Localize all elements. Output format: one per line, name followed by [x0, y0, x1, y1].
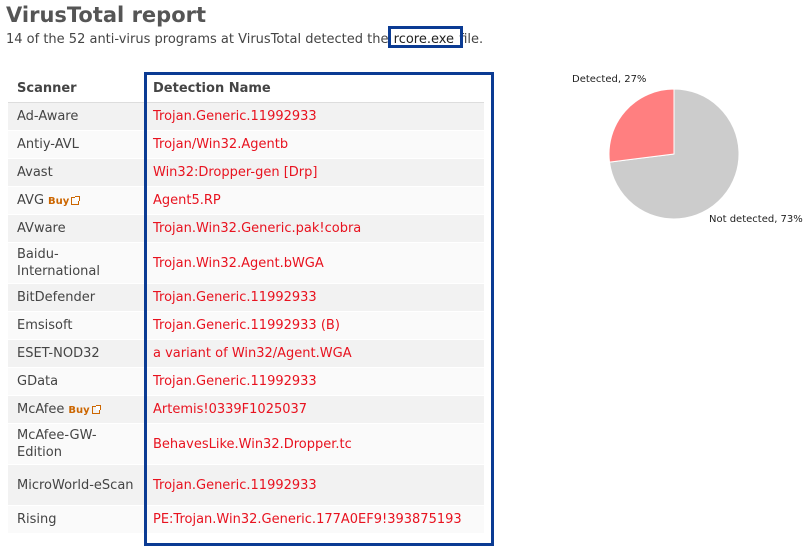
detection-cell: Trojan.Generic.11992933 (B) [144, 311, 484, 340]
external-link-icon[interactable] [91, 405, 101, 414]
detection-cell: Trojan.Win32.Agent.bWGA [144, 242, 484, 284]
file-name: rcore.exe [393, 32, 455, 47]
scanner-cell: Emsisoft [8, 311, 144, 340]
table-row: Baidu-International Trojan.Win32.Agent.b… [8, 242, 484, 284]
scanner-cell: ESET-NOD32 [8, 339, 144, 368]
detection-cell: Trojan/Win32.Agentb [144, 130, 484, 159]
table-row: ESET-NOD32 a variant of Win32/Agent.WGA [8, 339, 484, 368]
detection-cell: Artemis!0339F1025037 [144, 395, 484, 424]
table-row: McAfee Buy Artemis!0339F1025037 [8, 395, 484, 424]
table-row: Ad-Aware Trojan.Generic.11992933 [8, 102, 484, 131]
buy-link-avg[interactable]: Buy [48, 196, 70, 207]
summary-suffix: file. [455, 32, 484, 47]
pie-chart-svg [608, 88, 740, 220]
table-row: Emsisoft Trojan.Generic.11992933 (B) [8, 311, 484, 340]
detection-cell: Trojan.Generic.11992933 [144, 464, 484, 506]
detection-cell: Trojan.Win32.Generic.pak!cobra [144, 214, 484, 243]
scanner-cell: MicroWorld-eScan [8, 464, 144, 506]
scanner-cell: Antiy-AVL [8, 130, 144, 159]
table-header-row: Scanner Detection Name [8, 74, 484, 103]
detection-cell: BehavesLike.Win32.Dropper.tc [144, 423, 484, 465]
scanner-cell: AVG Buy [8, 186, 144, 215]
scanner-cell: McAfee-GW-Edition [8, 423, 144, 465]
detection-pie-chart: Detected, 27% Not detected, 73% [560, 60, 803, 240]
table-row: AVware Trojan.Win32.Generic.pak!cobra [8, 214, 484, 243]
scanner-cell: BitDefender [8, 283, 144, 312]
table-row: AVG Buy Agent5.RP [8, 186, 484, 215]
table-row: Antiy-AVL Trojan/Win32.Agentb [8, 130, 484, 159]
buy-link-mcafee[interactable]: Buy [68, 405, 90, 416]
scanner-cell: Avast [8, 158, 144, 187]
summary-prefix: 14 of the 52 anti-virus programs at Viru… [6, 32, 393, 47]
detection-cell: Trojan.Generic.11992933 [144, 283, 484, 312]
column-header-scanner: Scanner [8, 74, 144, 103]
detection-cell: PE:Trojan.Win32.Generic.177A0EF9!3938751… [144, 505, 484, 534]
scanner-cell: Ad-Aware [8, 102, 144, 131]
detection-cell: a variant of Win32/Agent.WGA [144, 339, 484, 368]
table-row: McAfee-GW-Edition BehavesLike.Win32.Drop… [8, 423, 484, 465]
report-summary: 14 of the 52 anti-virus programs at Viru… [6, 32, 483, 47]
table-row: Avast Win32:Dropper-gen [Drp] [8, 158, 484, 187]
pie-slice-detected [608, 88, 675, 163]
scanner-name: AVG [17, 193, 45, 208]
scanner-cell: GData [8, 367, 144, 396]
scanner-name: McAfee [17, 402, 65, 417]
detection-cell: Win32:Dropper-gen [Drp] [144, 158, 484, 187]
pie-label-not-detected: Not detected, 73% [709, 214, 803, 225]
pie-label-detected: Detected, 27% [572, 74, 647, 85]
external-link-icon[interactable] [71, 196, 81, 205]
detection-cell: Trojan.Generic.11992933 [144, 367, 484, 396]
detection-cell: Trojan.Generic.11992933 [144, 102, 484, 131]
scanner-cell: Rising [8, 505, 144, 534]
scanner-cell: Baidu-International [8, 242, 144, 284]
table-row: GData Trojan.Generic.11992933 [8, 367, 484, 396]
table-row: MicroWorld-eScan Trojan.Generic.11992933 [8, 464, 484, 506]
column-header-detection-name: Detection Name [144, 74, 484, 103]
detection-cell: Agent5.RP [144, 186, 484, 215]
page-title: VirusTotal report [6, 3, 207, 27]
scanner-results-table: Scanner Detection Name Ad-Aware Trojan.G… [8, 74, 484, 534]
scanner-cell: McAfee Buy [8, 395, 144, 424]
table-row: Rising PE:Trojan.Win32.Generic.177A0EF9!… [8, 505, 484, 534]
scanner-cell: AVware [8, 214, 144, 243]
table-row: BitDefender Trojan.Generic.11992933 [8, 283, 484, 312]
